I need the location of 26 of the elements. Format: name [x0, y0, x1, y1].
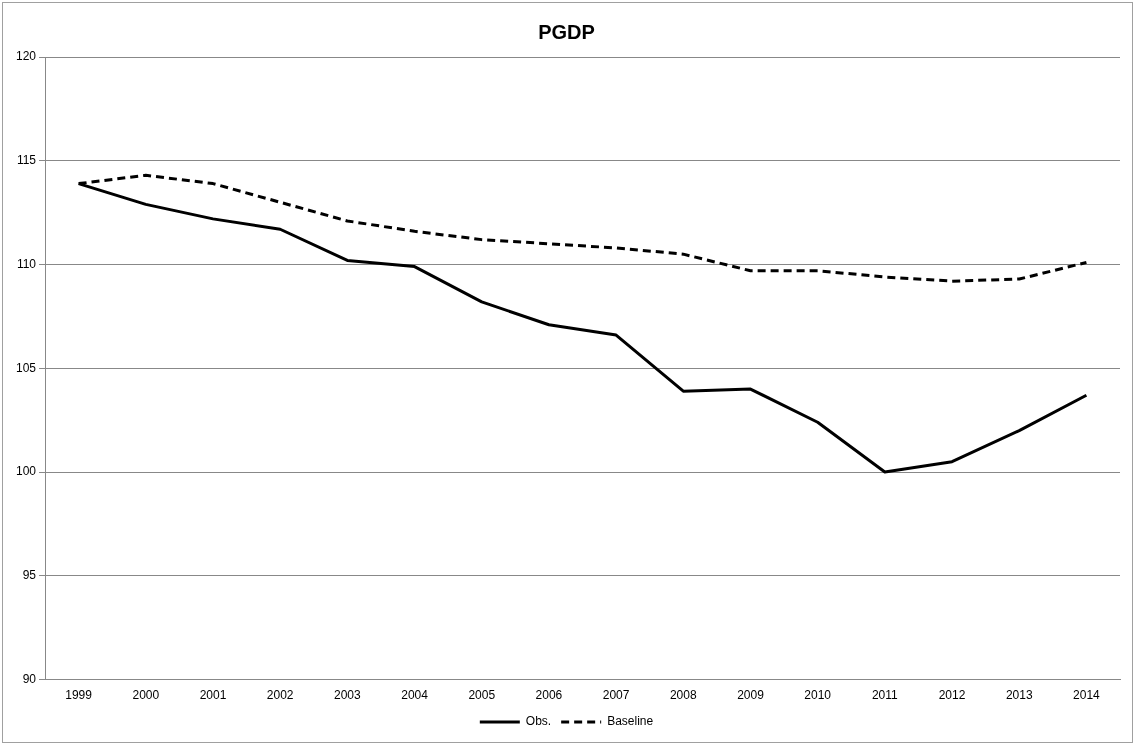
x-tick-label: 2010: [804, 688, 832, 703]
x-tick-label: 1999: [65, 688, 93, 703]
x-tick-label: 2000: [132, 688, 160, 703]
legend-label: Baseline: [607, 714, 654, 729]
x-tick-label: 2007: [602, 688, 630, 703]
x-tick-label: 2006: [535, 688, 563, 703]
y-tick-label: 95: [22, 568, 37, 583]
x-tick-label: 2011: [871, 688, 899, 703]
x-tick-label: 2012: [938, 688, 966, 703]
x-tick-label: 2013: [1005, 688, 1033, 703]
y-tick-label: 100: [15, 464, 37, 479]
x-tick-label: 2009: [737, 688, 765, 703]
x-tick-label: 2003: [334, 688, 362, 703]
y-tick-label: 105: [15, 360, 37, 375]
chart-title: PGDP: [538, 20, 595, 43]
x-tick-label: 2008: [669, 688, 697, 703]
x-tick-label: 2002: [266, 688, 294, 703]
x-tick-label: 2001: [199, 688, 227, 703]
y-tick-label: 120: [15, 49, 37, 64]
x-tick-label: 2004: [401, 688, 429, 703]
y-tick-label: 90: [22, 671, 37, 686]
legend-label: Obs.: [525, 714, 552, 729]
x-tick-label: 2005: [468, 688, 496, 703]
x-tick-label: 2014: [1073, 688, 1101, 703]
y-tick-label: 115: [16, 153, 37, 168]
y-tick-label: 110: [16, 256, 37, 271]
